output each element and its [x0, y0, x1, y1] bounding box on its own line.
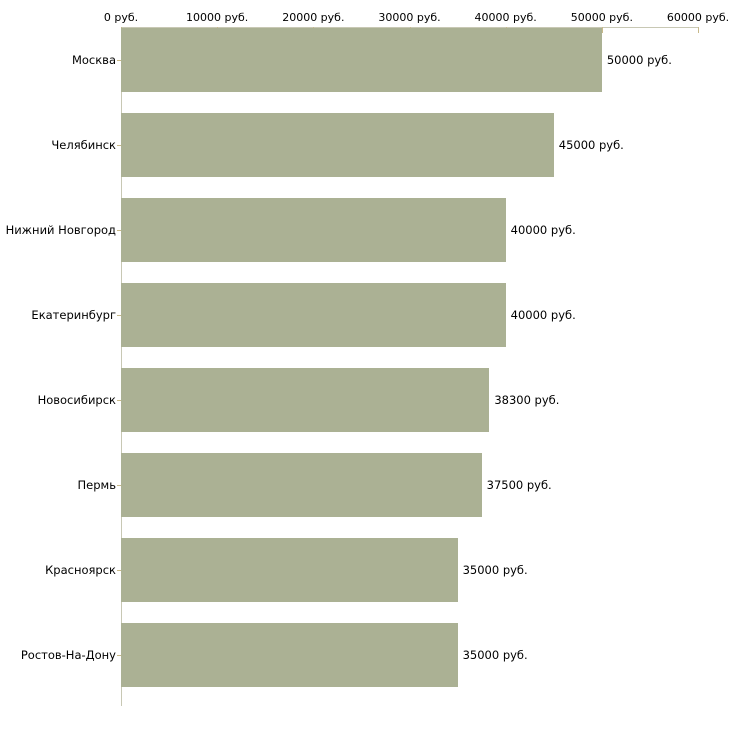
y-tick-mark	[117, 145, 122, 146]
value-label: 35000 руб.	[462, 563, 528, 577]
x-tick-label: 30000 руб.	[378, 11, 441, 24]
y-tick-mark	[117, 400, 122, 401]
y-tick-mark	[117, 60, 122, 61]
bar	[121, 538, 458, 602]
category-label: Москва	[71, 53, 116, 67]
category-label: Ростов-На-Дону	[20, 648, 116, 662]
category-label: Новосибирск	[37, 393, 116, 407]
value-label: 35000 руб.	[462, 648, 528, 662]
x-tick-label: 0 руб.	[103, 11, 139, 24]
bar	[121, 453, 482, 517]
y-tick-mark	[117, 570, 122, 571]
y-tick-mark	[117, 315, 122, 316]
x-tick-label: 20000 руб.	[282, 11, 345, 24]
value-label: 45000 руб.	[558, 138, 624, 152]
bar	[121, 28, 602, 92]
bar	[121, 283, 506, 347]
x-tick-label: 10000 руб.	[186, 11, 249, 24]
value-label: 40000 руб.	[510, 308, 576, 322]
x-tick-label: 60000 руб.	[666, 11, 730, 24]
bar	[121, 368, 490, 432]
category-label: Челябинск	[51, 138, 116, 152]
category-label: Екатеринбург	[31, 308, 116, 322]
y-axis-line	[121, 27, 122, 706]
x-tick-mark	[601, 27, 603, 33]
category-label: Пермь	[77, 478, 116, 492]
category-label: Красноярск	[45, 563, 116, 577]
x-tick-mark	[698, 27, 699, 33]
y-tick-mark	[117, 485, 122, 486]
y-tick-mark	[117, 230, 122, 231]
bar	[121, 113, 554, 177]
value-label: 37500 руб.	[486, 478, 552, 492]
x-tick-label: 50000 руб.	[570, 11, 633, 24]
value-label: 38300 руб.	[494, 393, 560, 407]
category-label: Нижний Новгород	[5, 223, 116, 237]
value-label: 50000 руб.	[606, 53, 672, 67]
x-tick-label: 40000 руб.	[474, 11, 537, 24]
y-tick-mark	[117, 655, 122, 656]
value-label: 40000 руб.	[510, 223, 576, 237]
bar	[121, 623, 458, 687]
bar	[121, 198, 506, 262]
